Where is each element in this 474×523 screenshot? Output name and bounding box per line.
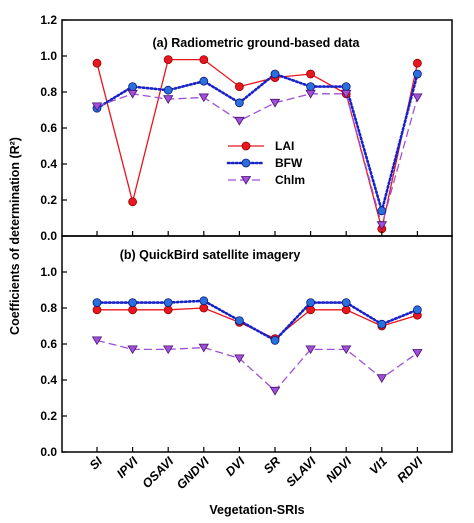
data-point-chlm xyxy=(269,386,281,396)
data-point-lai xyxy=(163,55,173,64)
y-tick-label: 0.4 xyxy=(40,157,57,171)
y-tick-label: 1.2 xyxy=(40,13,57,27)
data-point-chlm xyxy=(127,89,138,99)
data-point-bfw xyxy=(128,298,138,308)
legend-label-chlm: Chlm xyxy=(275,173,305,187)
data-point-bfw xyxy=(163,298,173,308)
data-point-chlm xyxy=(269,98,281,108)
data-point-bfw xyxy=(412,69,422,79)
legend: LAI BFW Chlm xyxy=(226,139,305,187)
data-point-lai xyxy=(128,197,138,207)
data-point-bfw xyxy=(270,335,280,345)
data-point-chlm xyxy=(198,343,210,353)
data-point-bfw xyxy=(306,298,316,308)
y-tick-label: 0.6 xyxy=(40,337,57,351)
data-point-lai xyxy=(199,303,209,313)
series-line-chlm xyxy=(96,339,418,392)
data-point-chlm xyxy=(305,345,316,355)
y-tick-label: 0.0 xyxy=(40,229,57,243)
legend-label-lai: LAI xyxy=(275,139,294,153)
data-point-bfw xyxy=(234,316,244,326)
legend-marker-bfw xyxy=(241,158,251,168)
data-point-bfw xyxy=(199,296,209,306)
data-point-lai xyxy=(92,58,102,68)
y-axis-title: Coefficients of determination (R²) xyxy=(8,137,22,335)
data-point-chlm xyxy=(234,354,245,364)
data-point-bfw xyxy=(306,82,316,91)
series-line-bfw xyxy=(95,72,419,216)
data-point-chlm xyxy=(127,345,138,355)
data-point-chlm xyxy=(198,93,210,103)
y-tick-label: 1.0 xyxy=(40,49,57,63)
y-tick-label: 0.0 xyxy=(40,445,57,459)
data-point-chlm xyxy=(412,349,423,358)
series-line-bfw xyxy=(95,299,419,343)
data-point-bfw xyxy=(270,69,280,79)
y-tick-label: 0.8 xyxy=(40,85,57,99)
legend-marker-lai xyxy=(241,141,251,151)
data-point-bfw xyxy=(377,319,387,329)
data-point-chlm xyxy=(376,374,388,383)
data-point-lai xyxy=(199,55,209,64)
y-tick-label: 0.2 xyxy=(40,193,57,207)
data-point-lai xyxy=(306,69,316,79)
data-point-chlm xyxy=(412,93,423,103)
data-point-lai xyxy=(234,82,244,91)
data-point-chlm xyxy=(91,336,103,346)
data-point-bfw xyxy=(234,98,244,108)
data-point-chlm xyxy=(234,116,245,126)
panel-a-title: (a) Radiometric ground-based data xyxy=(153,36,361,50)
data-point-chlm xyxy=(162,95,174,104)
data-point-chlm xyxy=(305,89,316,99)
y-tick-label: 0.2 xyxy=(40,409,57,423)
data-point-chlm xyxy=(340,345,352,355)
data-point-bfw xyxy=(377,206,387,216)
y-tick-label: 0.4 xyxy=(40,373,57,387)
data-point-bfw xyxy=(163,85,173,95)
legend-label-bfw: BFW xyxy=(275,156,303,170)
data-point-bfw xyxy=(92,298,102,308)
legend-marker-chlm xyxy=(240,176,252,185)
series-line-lai xyxy=(96,58,419,229)
data-point-bfw xyxy=(341,298,351,308)
data-point-chlm xyxy=(162,345,174,355)
data-point-bfw xyxy=(412,305,422,315)
y-tick-label: 0.8 xyxy=(40,301,57,315)
data-point-chlm xyxy=(340,89,352,99)
series-line-chlm xyxy=(96,93,419,228)
data-point-bfw xyxy=(341,82,351,91)
data-point-chlm xyxy=(376,221,388,230)
y-tick-label: 0.6 xyxy=(40,121,57,135)
y-tick-label: 1.0 xyxy=(40,265,57,279)
data-point-bfw xyxy=(128,82,138,91)
panel-b-title: (b) QuickBird satellite imagery xyxy=(120,248,301,262)
data-point-bfw xyxy=(199,76,209,86)
x-axis-title: Vegetation-SRIs xyxy=(209,503,304,517)
data-point-chlm xyxy=(91,102,103,112)
data-point-lai xyxy=(412,58,422,68)
